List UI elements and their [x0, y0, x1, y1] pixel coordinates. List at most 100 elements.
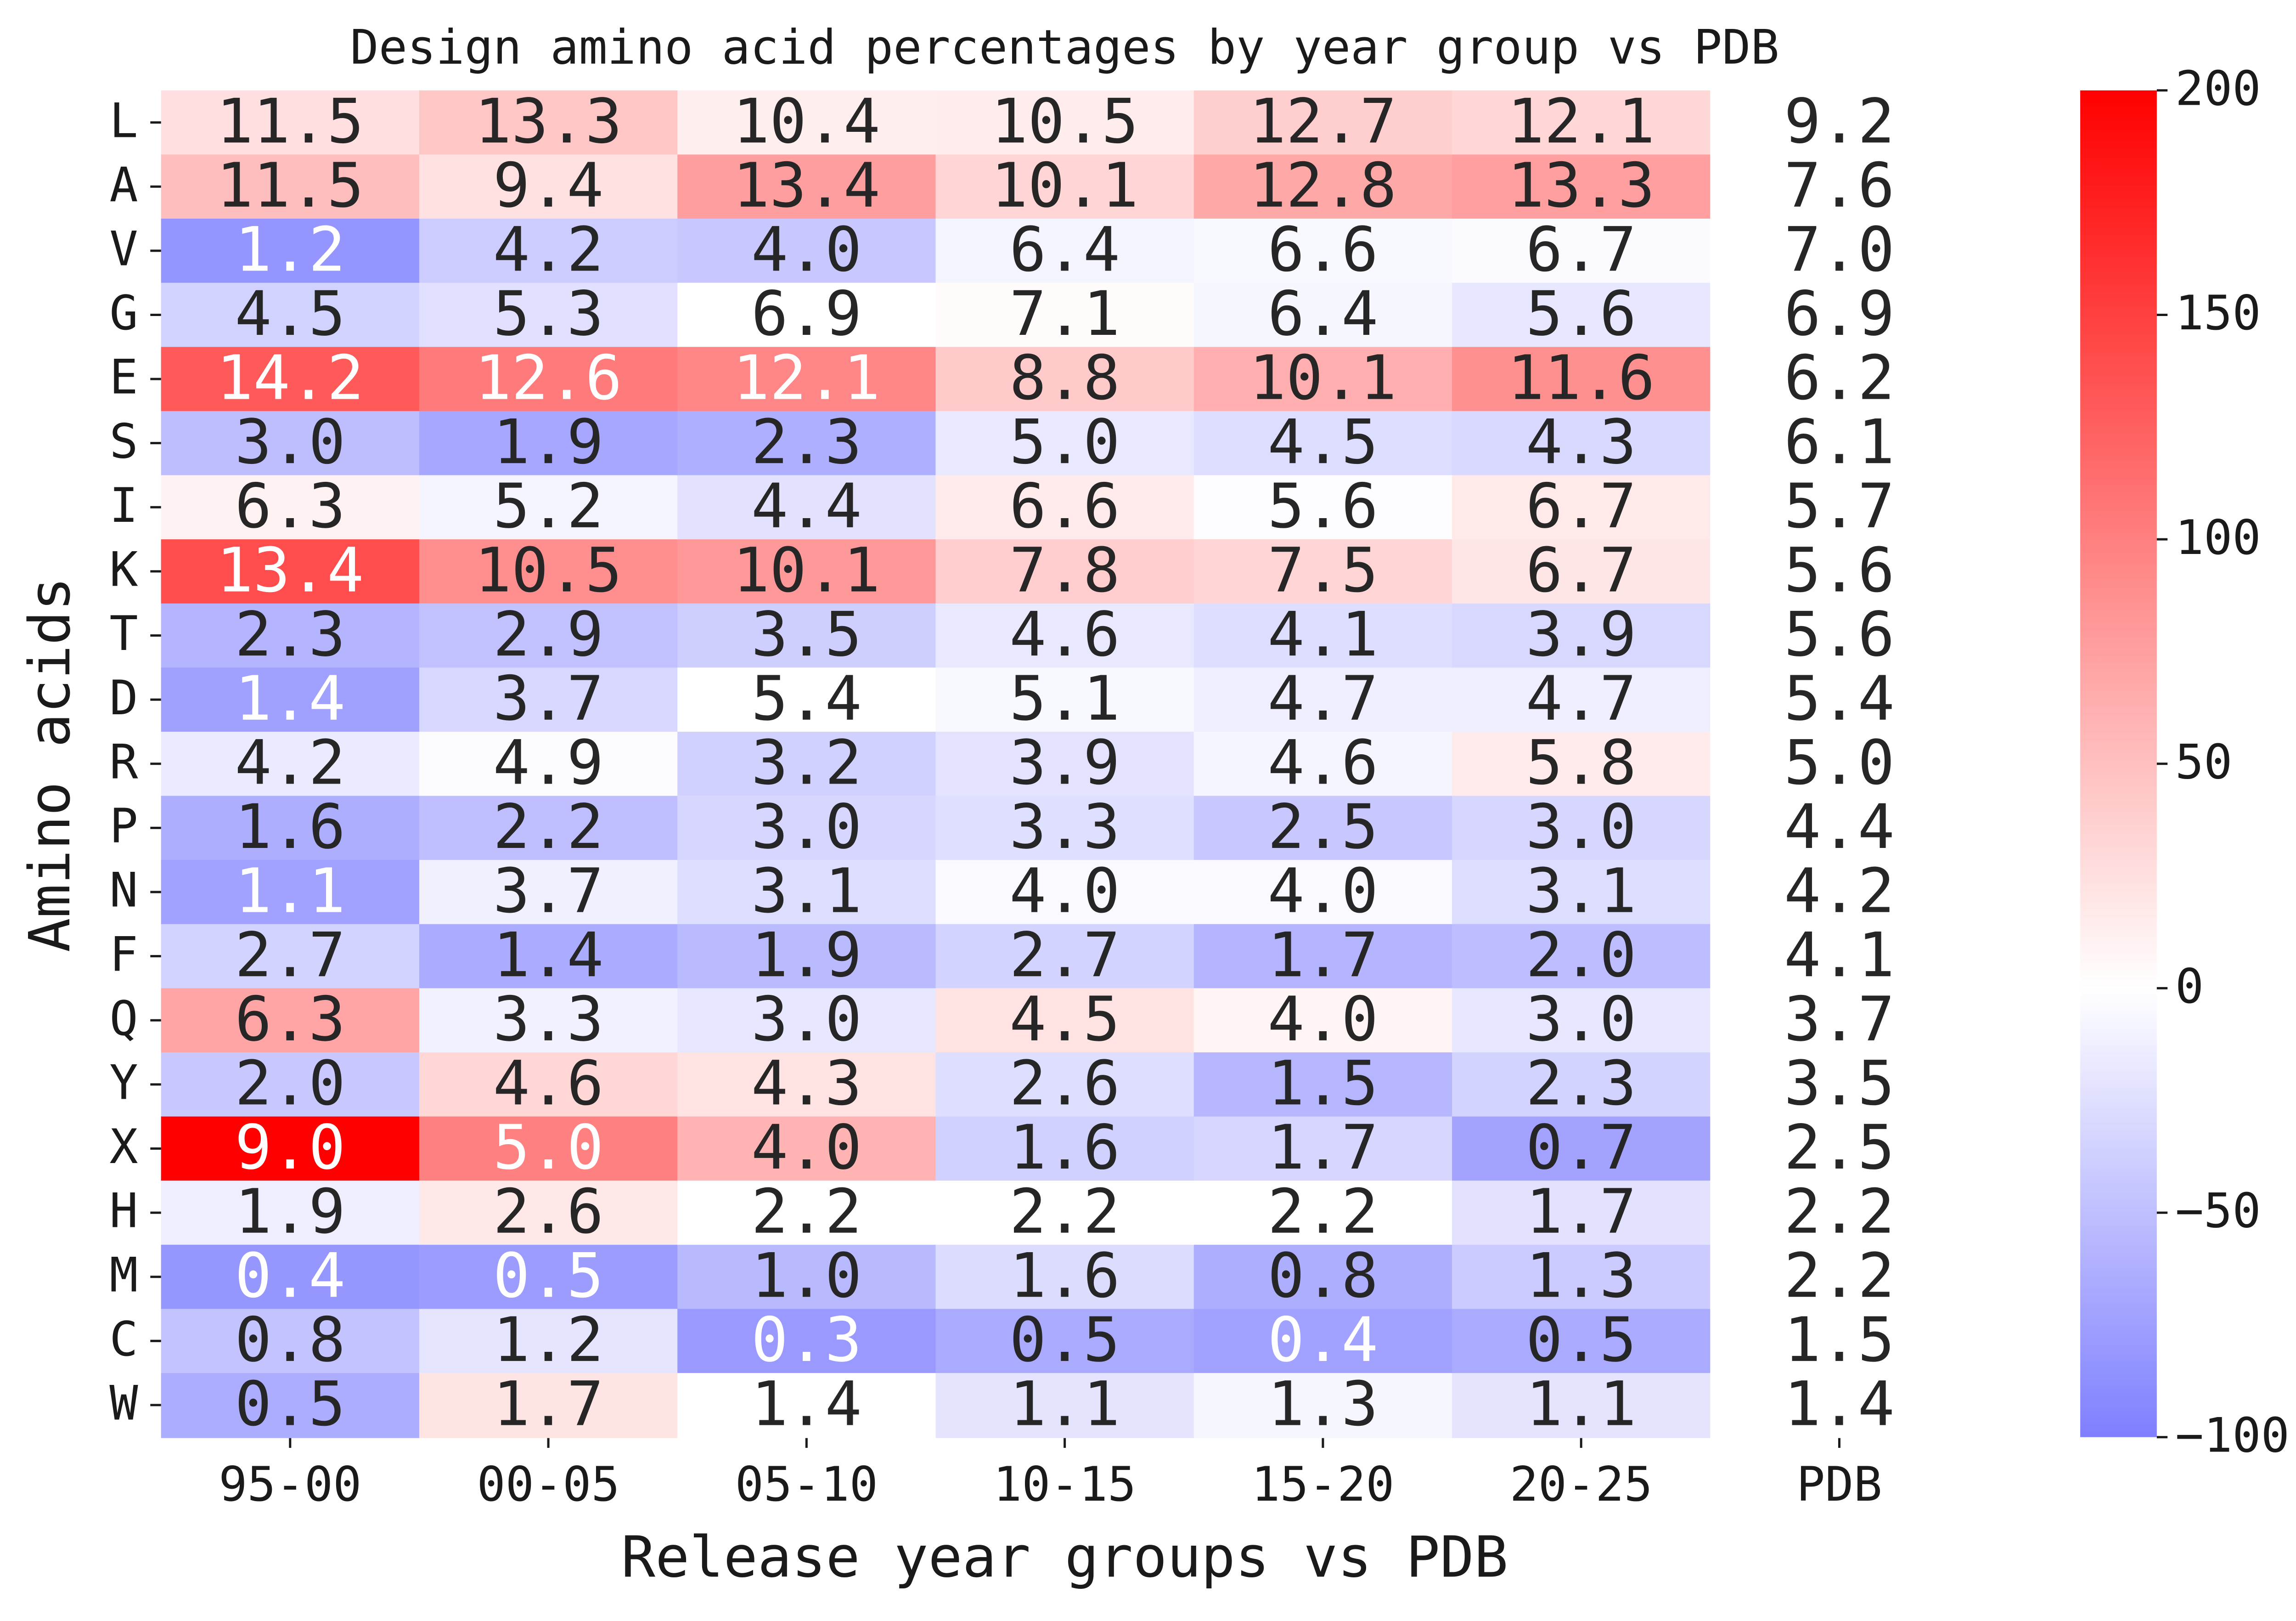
heatmap-cell [1452, 988, 1711, 1054]
cell-label: 2.7 [235, 920, 345, 991]
heatmap-cell [419, 347, 679, 412]
cell-label: 1.9 [493, 407, 604, 478]
heatmap-cell [1193, 860, 1453, 925]
heatmap-cell [935, 603, 1195, 669]
heatmap-cell [1193, 475, 1453, 541]
cell-label: 4.2 [1784, 856, 1895, 927]
heatmap-cell [677, 90, 937, 156]
heatmap-cell [1193, 282, 1453, 348]
heatmap-cell [1452, 603, 1711, 669]
heatmap-cell [161, 731, 420, 797]
heatmap-cell [1710, 90, 1970, 156]
heatmap-cell [1452, 219, 1711, 284]
y-tick-label: K [109, 542, 138, 598]
heatmap-cell [677, 1244, 937, 1310]
heatmap-cell [1193, 539, 1453, 604]
heatmap-cell [161, 411, 420, 476]
heatmap-cell [419, 1309, 679, 1374]
heatmap-cell [935, 1052, 1195, 1118]
cell-label: 2.5 [1267, 791, 1378, 863]
heatmap-cell [1193, 1052, 1453, 1118]
heatmap-cell [1710, 860, 1970, 925]
heatmap-cell [161, 924, 420, 989]
cell-label: 4.2 [493, 214, 604, 285]
cell-label: 11.5 [216, 150, 364, 221]
cell-label: 0.4 [235, 1240, 345, 1311]
cell-label: 2.2 [493, 791, 604, 863]
heatmap-cell [677, 1373, 937, 1438]
heatmap-cell [1452, 860, 1711, 925]
heatmap-cell [161, 154, 420, 220]
cell-label: 1.6 [1009, 1112, 1120, 1183]
cell-label: 6.4 [1267, 278, 1378, 350]
cell-label: 5.4 [751, 663, 862, 734]
cell-label: 0.5 [493, 1240, 604, 1311]
cell-label: 4.1 [1267, 599, 1378, 670]
cell-label: 2.3 [1526, 1048, 1637, 1119]
heatmap-cell [419, 603, 679, 669]
y-tick-label: L [109, 93, 138, 148]
cell-label: 4.2 [235, 727, 345, 798]
cell-label: 3.9 [1526, 599, 1637, 670]
heatmap-cell [1710, 1180, 1970, 1246]
heatmap-cell [161, 860, 420, 925]
heatmap-cell [1452, 475, 1711, 541]
heatmap-cell [1710, 1244, 1970, 1310]
heatmap-cell [419, 1180, 679, 1246]
heatmap-cell [161, 796, 420, 861]
cell-label: 4.3 [1526, 407, 1637, 478]
heatmap-cell [1710, 796, 1970, 861]
cell-label: 1.2 [235, 214, 345, 285]
colorbar-tick-label: 200 [2175, 61, 2261, 116]
cell-label: 4.6 [1267, 727, 1378, 798]
y-tick-label: E [109, 350, 138, 405]
heatmap-cell [419, 796, 679, 861]
heatmap-cell [1452, 282, 1711, 348]
cell-label: 5.6 [1267, 471, 1378, 542]
heatmap-cell [935, 347, 1195, 412]
cell-label: 1.1 [1009, 1369, 1120, 1440]
heatmap-cell [419, 475, 679, 541]
x-tick-label: 15-20 [1251, 1457, 1394, 1512]
heatmap-cell [161, 1052, 420, 1118]
heatmap-cell [677, 603, 937, 669]
heatmap-cell [1710, 411, 1970, 476]
heatmap-cell [161, 539, 420, 604]
cell-label: 1.7 [1267, 1112, 1378, 1183]
heatmap-cell [935, 219, 1195, 284]
y-tick-label: I [109, 478, 138, 533]
heatmap-cell [935, 1373, 1195, 1438]
cell-label: 2.2 [1267, 1176, 1378, 1248]
heatmap-cell [419, 539, 679, 604]
heatmap-cell [677, 667, 937, 733]
cell-label: 3.1 [1526, 856, 1637, 927]
colorbar-tick-label: −50 [2175, 1184, 2261, 1239]
heatmap-cell [161, 1309, 420, 1374]
cell-label: 10.5 [991, 86, 1138, 157]
cell-label: 2.0 [235, 1048, 345, 1119]
heatmap-cell [935, 1116, 1195, 1182]
y-tick-label: H [109, 1184, 138, 1239]
x-tick-label: 20-25 [1510, 1457, 1653, 1512]
cell-label: 9.4 [493, 150, 604, 221]
cell-label: 2.2 [1009, 1176, 1120, 1248]
heatmap-cell [161, 603, 420, 669]
heatmap-cell [677, 1309, 937, 1374]
cell-label: 3.0 [1526, 791, 1637, 863]
cell-label: 12.7 [1249, 86, 1396, 157]
heatmap-cell [677, 154, 937, 220]
y-tick-label: R [109, 734, 138, 790]
cell-label: 1.3 [1526, 1240, 1637, 1311]
cell-label: 14.2 [216, 343, 364, 414]
heatmap-cell [1452, 731, 1711, 797]
heatmap-cell [1452, 90, 1711, 156]
cell-label: 1.6 [235, 791, 345, 863]
heatmap-cell [935, 731, 1195, 797]
cell-label: 3.0 [751, 984, 862, 1055]
heatmap-cell [935, 860, 1195, 925]
colorbar-tick-label: 100 [2175, 510, 2261, 565]
heatmap-cell [1710, 1373, 1970, 1438]
heatmap-cell [935, 1180, 1195, 1246]
cell-label: 5.3 [493, 278, 604, 350]
cell-label: 4.0 [1009, 856, 1120, 927]
